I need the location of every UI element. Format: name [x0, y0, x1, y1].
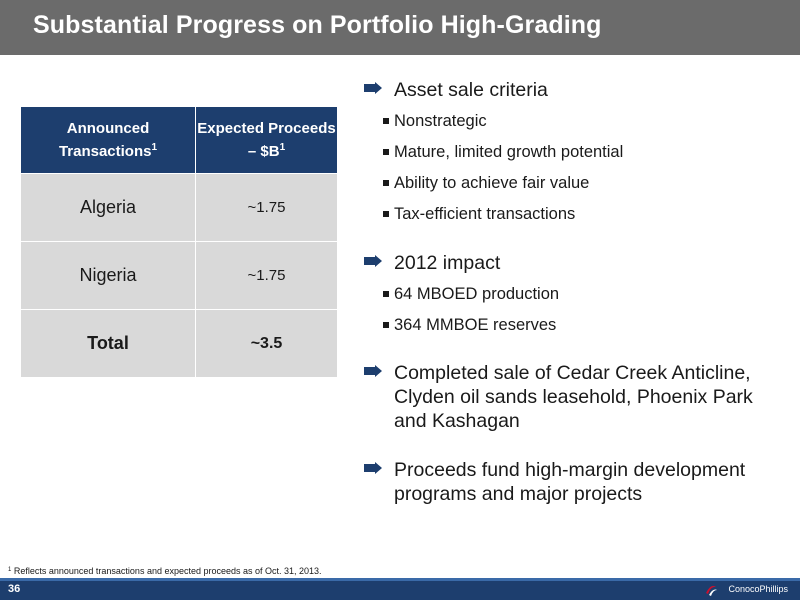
table-row: Nigeria ~1.75 — [20, 241, 338, 310]
slide-title: Substantial Progress on Portfolio High-G… — [33, 11, 602, 39]
bullet-text: Completed sale of Cedar Creek Anticline,… — [394, 362, 753, 432]
arrow-bullet-icon — [364, 255, 382, 267]
bullet-item: Completed sale of Cedar Creek Anticline,… — [364, 361, 784, 433]
arrow-bullet-icon — [364, 82, 382, 94]
square-bullet-icon — [383, 291, 389, 297]
bullet-text: Asset sale criteria — [394, 79, 548, 101]
table-header-row: Announced Transactions1 Expected Proceed… — [20, 106, 338, 174]
page-number: 36 — [8, 583, 21, 595]
title-bar: Substantial Progress on Portfolio High-G… — [0, 0, 800, 55]
bullet-text: 2012 impact — [394, 252, 501, 274]
proceeds-cell: ~1.75 — [195, 173, 338, 242]
total-proceeds-cell: ~3.5 — [195, 309, 338, 378]
table-total-row: Total ~3.5 — [20, 309, 338, 378]
arrow-bullet-icon — [364, 462, 382, 474]
bullet-item: Asset sale criteria — [364, 78, 784, 102]
square-bullet-icon — [383, 149, 389, 155]
sub-bullet-text: Ability to achieve fair value — [394, 174, 590, 192]
footnote: 1 Reflects announced transactions and ex… — [8, 566, 322, 576]
footnote-ref: 1 — [279, 142, 286, 153]
header-text: Announced Transactions — [58, 120, 152, 160]
square-bullet-icon — [383, 118, 389, 124]
header-announced-transactions: Announced Transactions1 — [20, 106, 196, 174]
sub-bullet-text: 364 MMBOE reserves — [394, 316, 557, 334]
company-logo-text: ConocoPhillips — [728, 584, 788, 594]
sub-bullet-item: Mature, limited growth potential — [364, 137, 784, 168]
transactions-table: Announced Transactions1 Expected Proceed… — [20, 106, 338, 378]
footer-bar — [0, 581, 800, 600]
footer-stripe — [0, 578, 800, 581]
sub-bullet-item: Tax-efficient transactions — [364, 199, 784, 230]
table-row: Algeria ~1.75 — [20, 173, 338, 242]
bullet-item: 2012 impact — [364, 251, 784, 275]
header-text: Expected Proceeds – $B — [197, 120, 336, 160]
total-label-cell: Total — [20, 309, 196, 378]
square-bullet-icon — [383, 322, 389, 328]
sub-bullet-text: Tax-efficient transactions — [394, 205, 576, 223]
sub-bullet-item: Ability to achieve fair value — [364, 168, 784, 199]
sub-bullet-text: Mature, limited growth potential — [394, 143, 624, 161]
conocophillips-logo-icon — [706, 585, 717, 596]
proceeds-cell: ~1.75 — [195, 241, 338, 310]
footnote-marker: 1 — [8, 567, 12, 573]
footnote-text: Reflects announced transactions and expe… — [13, 566, 322, 576]
sub-bullet-item: Nonstrategic — [364, 106, 784, 137]
sub-bullet-item: 64 MBOED production — [364, 279, 784, 310]
square-bullet-icon — [383, 211, 389, 217]
sub-bullet-text: Nonstrategic — [394, 112, 487, 130]
bullet-list: Asset sale criteria Nonstrategic Mature,… — [364, 78, 784, 506]
bullet-item: Proceeds fund high-margin development pr… — [364, 458, 784, 506]
footnote-ref: 1 — [151, 142, 158, 153]
asset-cell: Algeria — [20, 173, 196, 242]
square-bullet-icon — [383, 180, 389, 186]
arrow-bullet-icon — [364, 365, 382, 377]
bullet-text: Proceeds fund high-margin development pr… — [394, 459, 746, 505]
sub-bullet-item: 364 MMBOE reserves — [364, 310, 784, 341]
header-expected-proceeds: Expected Proceeds – $B1 — [195, 106, 338, 174]
sub-bullet-text: 64 MBOED production — [394, 285, 560, 303]
asset-cell: Nigeria — [20, 241, 196, 310]
